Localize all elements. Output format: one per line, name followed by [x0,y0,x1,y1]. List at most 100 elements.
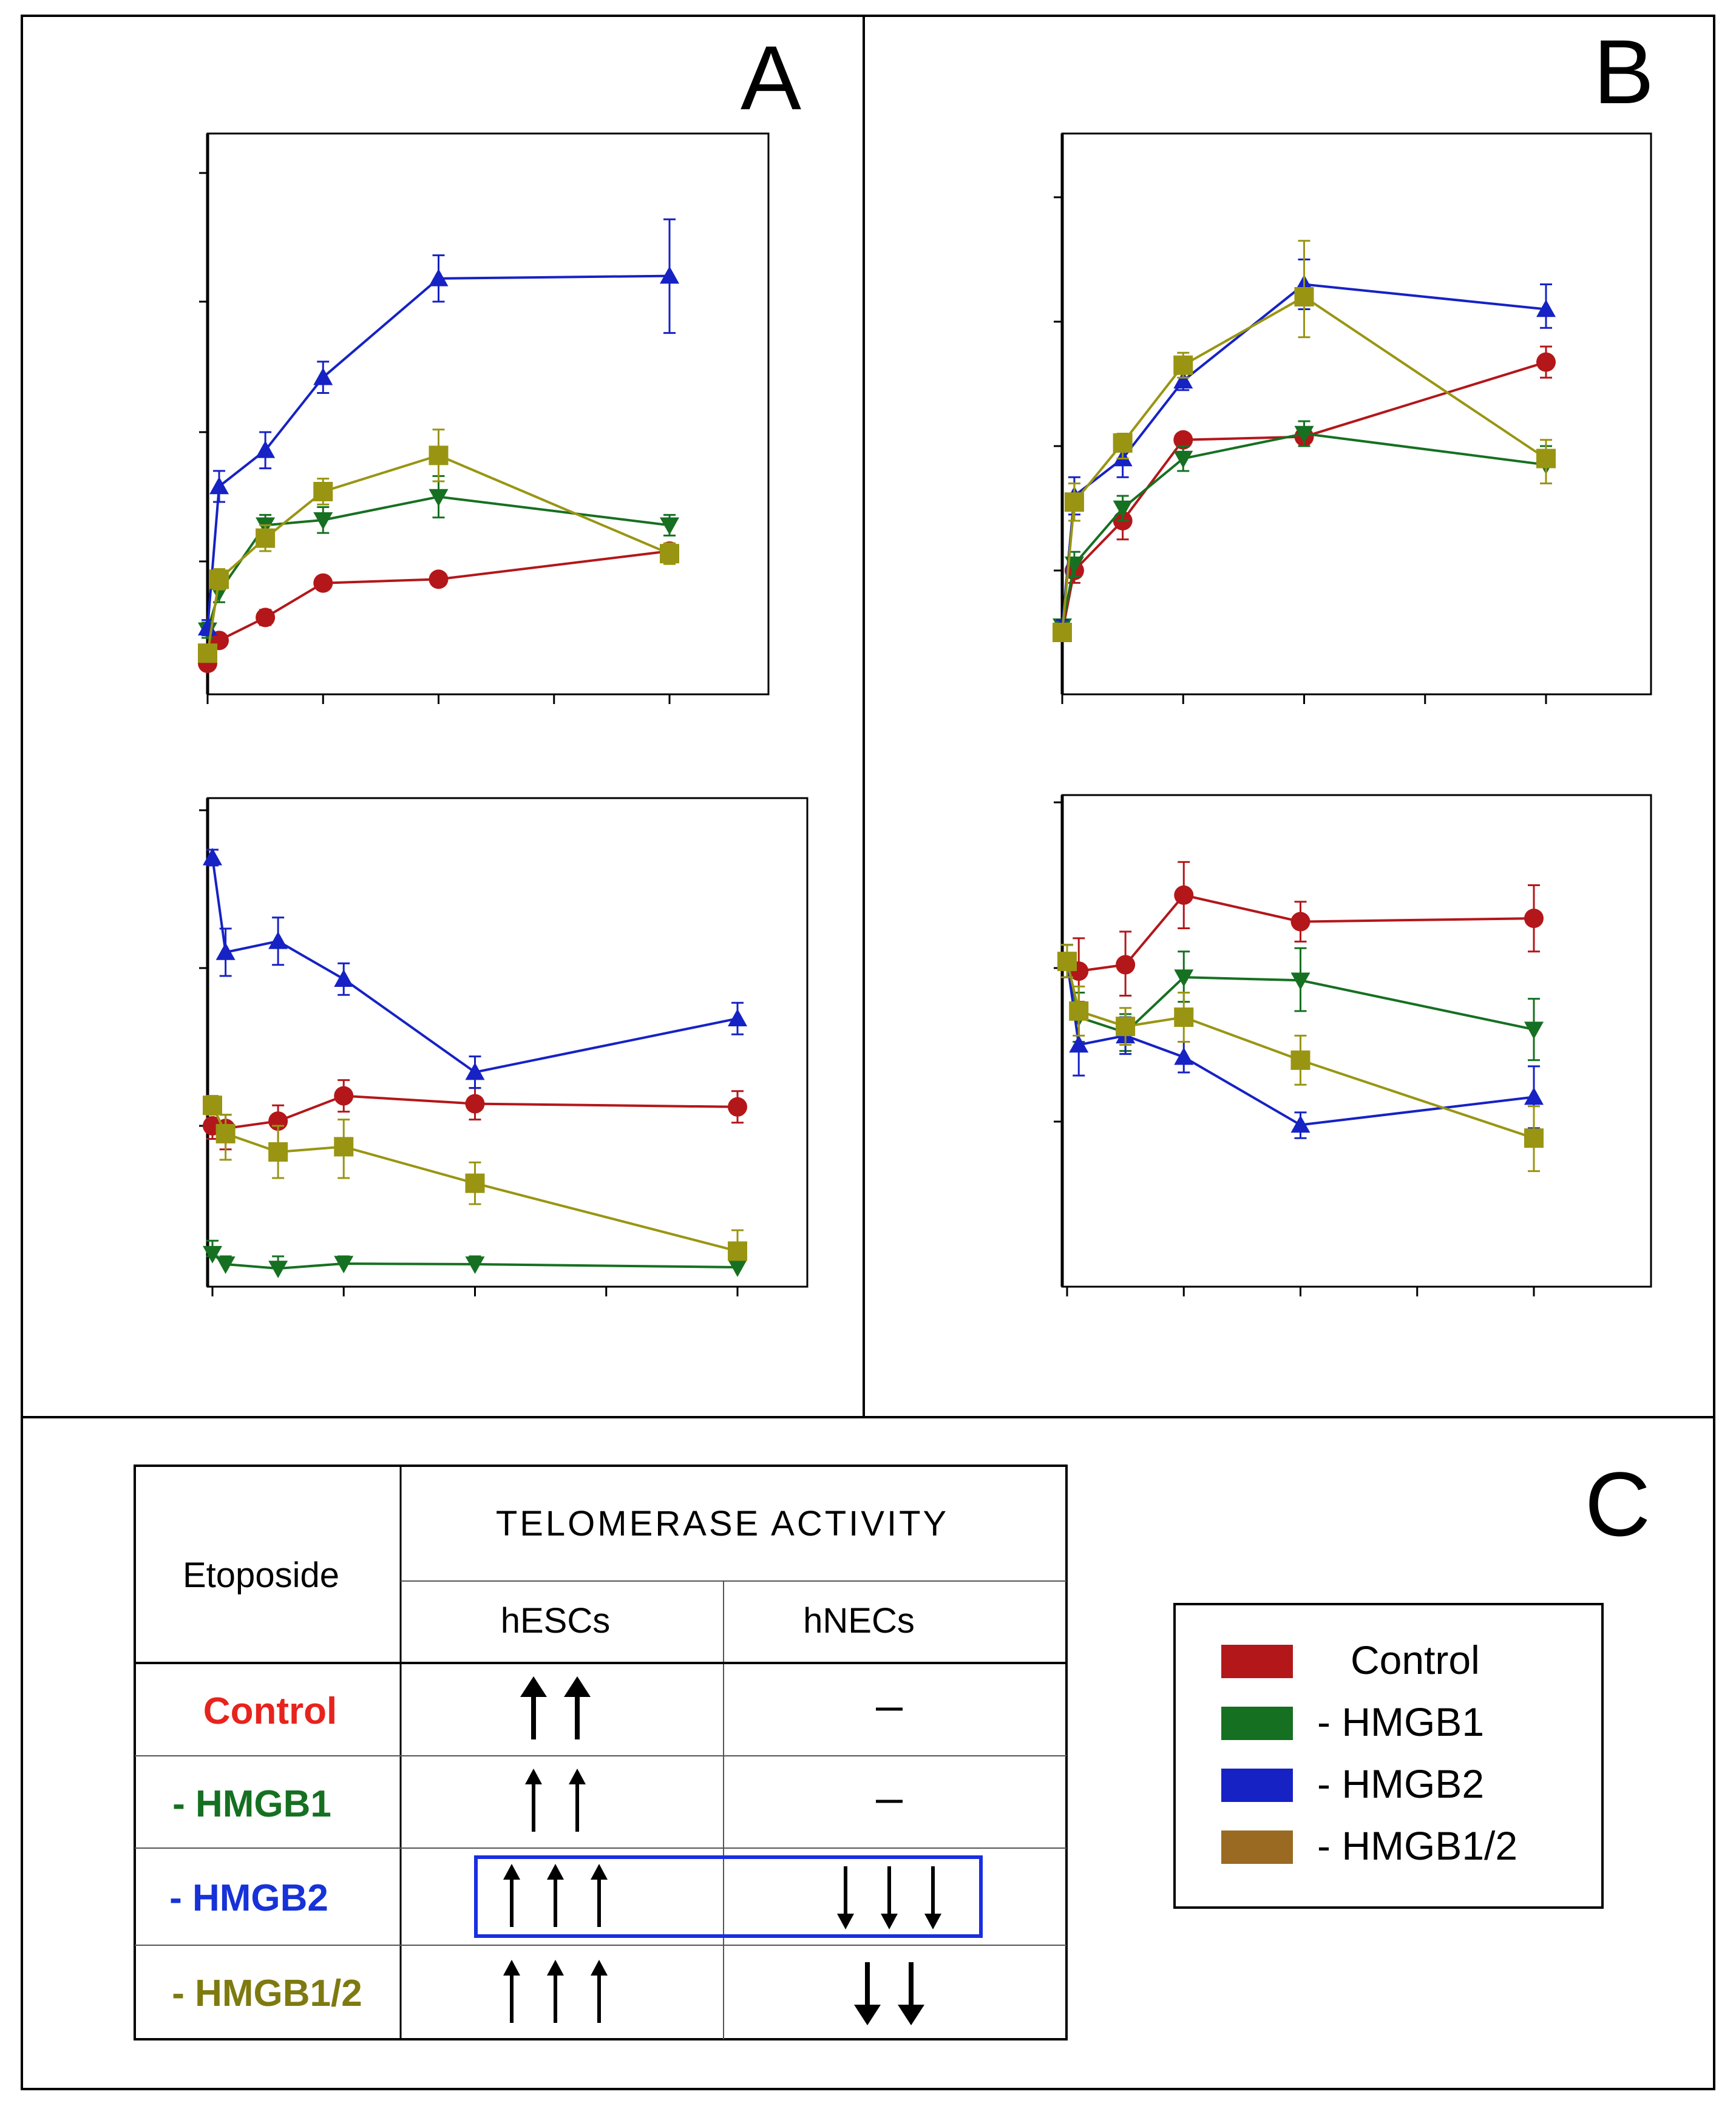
legend-border [1173,1603,1604,1909]
arrow-up-icon [564,1676,591,1697]
series-hmgb1 [203,1239,747,1278]
arrow-up-icon [503,1960,520,1976]
arrow-cell-3-hnecs [854,1962,924,2025]
hmgb1-point [313,512,333,530]
arrow-down-icon [837,1914,854,1929]
arrow-up-icon [569,1769,586,1784]
series-hmgb12 [203,1095,747,1261]
arrow-cell-0-hescs [520,1676,591,1739]
table-row-label-control: Control [203,1690,337,1732]
series-hmgb2 [198,218,679,637]
summary-table: Etoposide TELOMERASE ACTIVITY hESCs hNEC… [134,1465,1068,2040]
table-header-etoposide: Etoposide [183,1556,339,1595]
table-border [134,1465,1068,2040]
hmgb12-point [465,1173,485,1193]
legend-label-hmgb1: - HMGB1 [1317,1699,1484,1744]
hmgb2-point [429,268,449,286]
hmgb1-point [334,1256,354,1273]
table-col-hnecs: hNECs [803,1601,915,1641]
control-point [334,1086,354,1106]
control-point [1116,955,1136,975]
series-hmgb12 [1057,944,1544,1173]
hmgb2-point [209,476,229,495]
hmgb12-point [198,643,217,663]
series-line-hmgb2 [206,274,670,628]
hmgb1-point [1294,425,1314,444]
arrow-up-icon [520,1676,547,1697]
hmgb2-point [268,931,288,949]
hmgb1-point [728,1259,747,1277]
arrow-down-icon [854,2005,881,2025]
control-point [1536,352,1556,372]
control-point [256,608,276,628]
hmgb12-point [1057,952,1077,972]
arrow-up-icon [591,1960,608,1976]
arrow-up-icon [503,1864,520,1880]
series-hmgb12 [1053,240,1556,642]
hmgb2-highlight-box [474,1855,983,1938]
hmgb12-point [1294,287,1314,306]
series-hmgb12 [198,428,679,663]
table-col-hescs: hESCs [501,1601,611,1641]
arrow-cells [503,1676,941,2025]
hmgb2-point [313,367,333,385]
control-point [465,1094,485,1114]
arrow-down-icon [898,2005,924,2025]
hmgb12-point [1064,492,1084,512]
hmgb2-point [198,618,217,635]
hmgb1-point [1290,972,1310,991]
series-line-control [206,549,670,664]
hmgb2-point [660,266,679,284]
series-hmgb2 [203,848,747,1089]
hmgb12-point [1174,1007,1194,1027]
panel-letter-a: A [741,27,801,129]
chart-a-hnecs [199,797,809,1296]
panel-letter-b: B [1593,21,1654,123]
legend-label-control: Control [1351,1637,1480,1682]
legend-swatch-hmgb12 [1221,1830,1293,1864]
control-point [1524,909,1544,929]
control-point [1174,885,1194,905]
series-line-hmgb1 [1061,432,1547,627]
plot-frame [1061,794,1652,1288]
arrow-cell-3-hescs [503,1960,608,2023]
hmgb12-point [313,481,333,501]
plot-frame [1061,132,1652,696]
hmgb12-point [728,1241,747,1261]
legend-swatch-hmgb2 [1221,1769,1293,1802]
legend-label-hmgb2: - HMGB2 [1317,1761,1484,1806]
hmgb12-point [268,1142,288,1162]
series-line-hmgb2 [1066,961,1534,1126]
hmgb12-point [1053,623,1072,642]
hmgb12-point [660,544,679,564]
plot-frame [206,797,809,1288]
table-header-telomerase: TELOMERASE ACTIVITY [496,1504,949,1543]
hmgb2-point [1536,299,1556,317]
arrow-cell-1-hescs [525,1769,586,1832]
hmgb12-point [209,569,229,589]
hmgb12-point [429,445,449,466]
hmgb2-point [334,969,354,987]
hmgb12-point [1524,1128,1544,1148]
arrow-cell-2-hnecs [837,1866,941,1929]
panel-letter-c: C [1585,1453,1650,1555]
table-row-label-hmgb12: - HMGB1/2 [172,1973,362,2014]
arrow-up-icon [525,1769,542,1784]
hmgb2-point [1173,371,1193,389]
series-line-hmgb12 [1061,295,1547,633]
control-point [1290,912,1310,932]
arrow-down-icon [881,1914,898,1929]
hmgb12-point [1173,355,1193,375]
hmgb1-point [268,1261,288,1278]
arrow-cell-2-hescs [503,1864,608,1927]
table-row-label-hmgb1: - HMGB1 [172,1783,331,1825]
hmgb2-point [256,440,276,458]
control-point [313,573,333,593]
series-line-hmgb12 [206,454,670,654]
control-point [1173,430,1193,450]
hmgb2-point [203,848,222,865]
series-line-hmgb2 [211,857,738,1074]
hmgb12-point [203,1096,222,1116]
series-control [198,541,679,673]
